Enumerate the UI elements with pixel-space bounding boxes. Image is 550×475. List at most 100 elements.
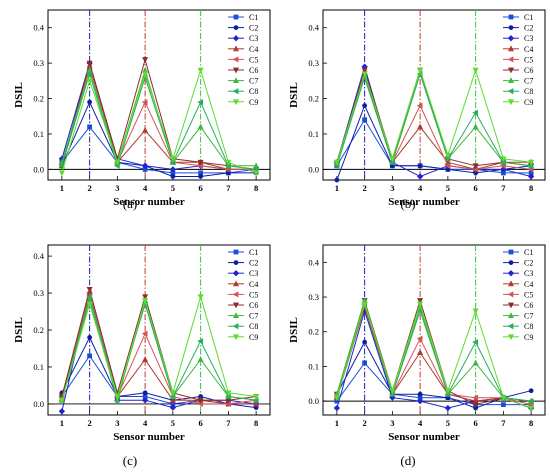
data-point — [142, 294, 149, 301]
legend-marker — [232, 312, 240, 318]
data-point — [87, 124, 93, 130]
data-point — [472, 109, 479, 116]
x-tick-label: 3 — [115, 183, 119, 193]
y-tick-label: 0.2 — [308, 327, 319, 337]
legend-label: C4 — [524, 45, 533, 54]
legend-label: C9 — [249, 98, 258, 107]
y-tick-label: 0.1 — [308, 361, 319, 371]
legend-item: C8 — [228, 322, 258, 331]
x-tick-label: 7 — [226, 183, 231, 193]
data-point — [472, 163, 479, 170]
x-tick-label: 2 — [88, 418, 92, 428]
x-tick-label: 8 — [529, 183, 533, 193]
legend-item: C1 — [503, 13, 533, 22]
series-line — [61, 64, 257, 170]
data-point — [253, 170, 260, 177]
x-tick-label: 4 — [143, 418, 148, 428]
data-point — [361, 71, 368, 78]
data-point — [114, 394, 121, 400]
data-point — [58, 397, 65, 404]
series-line — [61, 100, 257, 177]
y-axis-title: DSIL — [288, 317, 300, 343]
legend-marker — [232, 270, 240, 277]
data-point — [197, 356, 204, 362]
legend-item: C4 — [503, 45, 533, 54]
data-point — [472, 308, 479, 315]
legend-marker — [507, 280, 515, 287]
x-tick-label: 3 — [390, 183, 394, 193]
data-point — [444, 388, 451, 395]
data-point — [417, 163, 423, 169]
legend-item: C2 — [503, 24, 533, 33]
x-tick-label: 3 — [115, 418, 119, 428]
data-point — [500, 395, 507, 402]
legend-marker — [507, 270, 515, 277]
legend-marker — [507, 88, 514, 95]
y-axis-title: DSIL — [13, 317, 25, 343]
legend-marker — [507, 67, 515, 74]
legend-marker — [232, 302, 240, 309]
series-c2 — [334, 103, 534, 183]
legend-label: C1 — [524, 248, 533, 257]
legend-label: C1 — [249, 13, 258, 22]
data-point — [500, 156, 507, 163]
x-tick-label: 6 — [199, 418, 203, 428]
legend-marker — [232, 88, 239, 95]
data-point — [472, 394, 479, 401]
x-tick-label: 1 — [60, 418, 64, 428]
plot-frame — [322, 9, 546, 181]
series-c8 — [58, 293, 259, 404]
legend-marker — [507, 302, 515, 309]
x-tick-label: 8 — [254, 418, 258, 428]
data-point — [87, 353, 93, 359]
y-tick-label: 0.3 — [33, 288, 44, 298]
data-point — [86, 60, 93, 67]
x-tick-label: 2 — [363, 183, 367, 193]
legend-item: C4 — [503, 280, 533, 289]
x-tick-label: 2 — [88, 183, 92, 193]
legend-label: C5 — [249, 290, 258, 299]
legend-label: C2 — [524, 259, 533, 268]
panel-label: (a) — [123, 196, 137, 211]
y-tick-label: 0.3 — [33, 58, 44, 68]
legend-label: C6 — [249, 301, 258, 310]
series-line — [336, 302, 532, 409]
legend-marker — [507, 35, 515, 42]
data-point — [472, 359, 479, 366]
series-line — [336, 64, 532, 178]
legend-label: C9 — [249, 333, 258, 342]
legend-item: C7 — [228, 312, 258, 321]
data-point — [333, 159, 340, 166]
series-line — [336, 72, 532, 167]
x-axis-title: Sensor number — [388, 196, 460, 208]
legend-item: C3 — [228, 269, 258, 278]
data-point — [198, 170, 204, 176]
data-point — [253, 400, 260, 407]
legend-label: C3 — [524, 34, 533, 43]
series-line — [61, 298, 257, 403]
x-tick-label: 5 — [446, 418, 450, 428]
legend-label: C7 — [524, 312, 533, 321]
series-line — [336, 68, 532, 163]
y-tick-label: 0.1 — [33, 129, 44, 139]
y-tick-label: 0.2 — [33, 94, 44, 104]
data-point — [141, 162, 149, 169]
legend-marker — [232, 45, 240, 52]
x-tick-label: 5 — [171, 418, 175, 428]
legend-marker — [507, 77, 515, 83]
legend-item: C9 — [228, 333, 258, 342]
y-tick-label: 0.3 — [308, 292, 319, 302]
plot-frame — [322, 244, 546, 416]
legend-item: C9 — [503, 333, 533, 342]
x-tick-label: 7 — [226, 418, 231, 428]
y-tick-label: 0.4 — [33, 23, 44, 33]
data-point — [197, 397, 204, 404]
legend-item: C5 — [503, 290, 533, 299]
chart-panel-d: 0.0 0.1 0.2 0.3 0.4 1 2 3 4 5 6 7 8 Sensor number DSIL… — [288, 244, 546, 468]
data-point — [334, 177, 340, 183]
legend-marker — [508, 14, 514, 20]
legend-marker — [507, 56, 514, 63]
data-point — [197, 294, 204, 301]
data-point — [472, 339, 479, 346]
data-point — [361, 67, 368, 74]
